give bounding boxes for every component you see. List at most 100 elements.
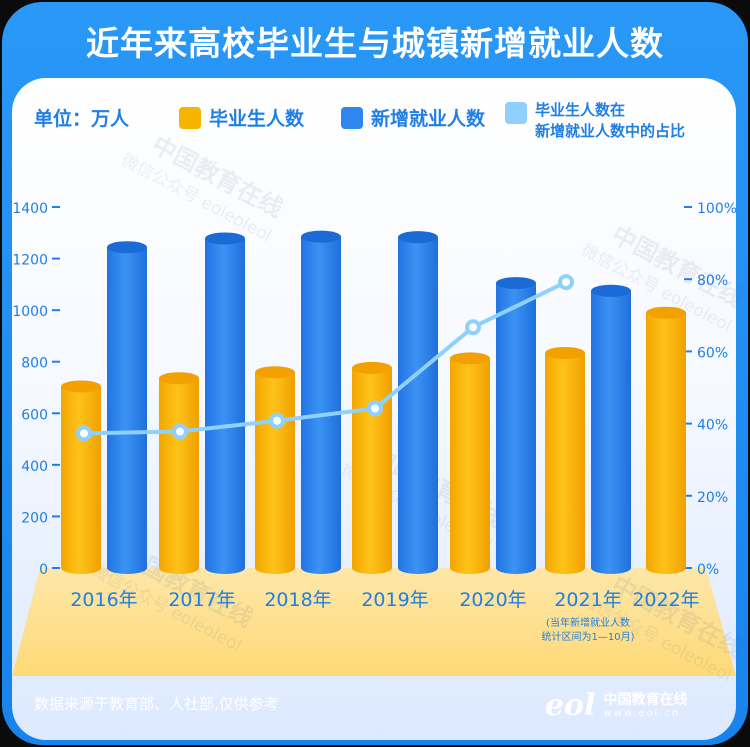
x-tick-label: 2016年	[70, 589, 137, 611]
graduates-bar	[545, 346, 585, 574]
x-note-line2: 统计区间为1—10月)	[542, 630, 635, 643]
x-tick-label: 2022年	[632, 589, 699, 611]
y-left-tick-label: 800	[21, 356, 48, 372]
y-right-tick-label: 0%	[697, 562, 719, 578]
y-right-tick-label: 20%	[697, 490, 728, 506]
new-jobs-bar-base	[591, 562, 631, 574]
graduates-bar-top	[255, 366, 295, 379]
x-tick-label: 2019年	[361, 589, 428, 611]
new-jobs-bar-body	[496, 283, 536, 568]
legend-graduates-label: 毕业生人数	[209, 108, 305, 130]
eol-logo-text: 中国教育在线	[603, 692, 688, 708]
graduates-bar-body	[255, 372, 295, 568]
x-tick-label: 2020年	[459, 589, 526, 611]
graduates-swatch	[179, 106, 201, 129]
new-jobs-bar-top	[301, 230, 341, 243]
graduates-bar-body	[450, 358, 490, 568]
x-tick-label: 2017年	[168, 589, 235, 611]
eol-logo-mark: eol	[545, 688, 596, 723]
new-jobs-bar-top	[591, 284, 631, 297]
legend-new-jobs-label: 新增就业人数	[371, 108, 486, 130]
graduates-bar-top	[159, 372, 199, 385]
graduates-bar-base	[159, 562, 199, 574]
ratio-point	[367, 400, 383, 417]
legend: 单位：万人 毕业生人数 新增就业人数 毕业生人数在 新增就业人数中的占比	[12, 78, 736, 168]
new-jobs-bar-body	[591, 290, 631, 568]
y-right-tick-label: 100%	[697, 201, 737, 217]
graduates-bar-base	[61, 562, 101, 574]
graduates-bar-top	[646, 306, 686, 319]
eol-logo: eol 中国教育在线 www.eol.cn	[545, 688, 688, 723]
y-left-tick-label: 200	[21, 510, 48, 526]
data-source-note: 数据来源于教育部、人社部,仅供参考	[34, 695, 279, 713]
new-jobs-bar-base	[107, 562, 147, 574]
graduates-bar-base	[545, 562, 585, 574]
graduates-bar	[159, 372, 199, 574]
y-left-tick-label: 600	[21, 407, 48, 423]
new-jobs-swatch	[341, 106, 363, 129]
chart-title: 近年来高校毕业生与城镇新增就业人数	[86, 24, 664, 63]
new-jobs-bar	[496, 277, 536, 574]
graduates-bar-base	[646, 562, 686, 574]
graduates-bar	[255, 366, 295, 574]
new-jobs-bar-top	[496, 277, 536, 290]
ratio-point	[558, 274, 574, 291]
new-jobs-bar-base	[301, 562, 341, 574]
ratio-point	[76, 425, 92, 442]
new-jobs-bar-base	[205, 562, 245, 574]
title-bar: 近年来高校毕业生与城镇新增就业人数	[0, 0, 750, 82]
graduates-bar-base	[255, 562, 295, 574]
chart-floor	[12, 568, 736, 676]
new-jobs-bar	[205, 232, 245, 574]
y-left-tick-label: 400	[21, 459, 48, 475]
new-jobs-bar	[398, 231, 438, 574]
new-jobs-bar-base	[496, 562, 536, 574]
x-note-line1: (当年新增就业人数	[546, 616, 630, 629]
new-jobs-bar-top	[398, 231, 438, 244]
ratio-line	[83, 280, 567, 436]
graduates-bar	[352, 361, 392, 574]
legend-ratio-line2: 新增就业人数中的占比	[535, 122, 686, 140]
new-jobs-bar-top	[107, 241, 147, 254]
graduates-bar-base	[352, 562, 392, 574]
graduates-bar-top	[61, 380, 101, 393]
y-left-tick-label: 1400	[12, 201, 48, 217]
new-jobs-bar-body	[398, 237, 438, 568]
graduates-bar	[450, 352, 490, 574]
y-right-tick-label: 80%	[697, 273, 728, 289]
legend-ratio-line1: 毕业生人数在	[535, 101, 626, 119]
graduates-bar-top	[352, 361, 392, 374]
ratio-point	[172, 423, 188, 440]
y-left-tick-label: 1200	[12, 253, 48, 269]
new-jobs-bar-top	[205, 232, 245, 245]
new-jobs-bar-base	[398, 562, 438, 574]
y-right-tick-label: 40%	[697, 418, 728, 434]
graduates-bar-body	[545, 352, 585, 568]
graduates-bar-base	[450, 562, 490, 574]
legend-ratio: 毕业生人数在 新增就业人数中的占比	[505, 100, 685, 142]
graduates-bar-body	[61, 386, 101, 568]
eol-logo-url: www.eol.cn	[603, 708, 681, 719]
unit-label: 单位：万人	[34, 108, 130, 130]
new-jobs-bar-body	[205, 238, 245, 569]
graduates-bar-top	[545, 346, 585, 359]
graduates-bar-top	[450, 352, 490, 365]
ratio-point	[269, 412, 285, 429]
y-left-tick-label: 1000	[12, 304, 48, 320]
new-jobs-bar-body	[301, 236, 341, 568]
graduates-bar	[61, 380, 101, 574]
y-left-tick-label: 0	[39, 562, 48, 578]
new-jobs-bar	[591, 284, 631, 574]
ratio-swatch	[505, 102, 527, 124]
new-jobs-bar	[301, 230, 341, 574]
new-jobs-bar-body	[107, 247, 147, 568]
graduates-bar-body	[159, 378, 199, 568]
ratio-point	[465, 319, 481, 336]
y-right-tick-label: 60%	[697, 345, 728, 361]
x-tick-label: 2018年	[264, 589, 331, 611]
graduates-bar	[646, 306, 686, 574]
graduates-bar-body	[646, 312, 686, 568]
x-tick-label: 2021年	[554, 589, 621, 611]
